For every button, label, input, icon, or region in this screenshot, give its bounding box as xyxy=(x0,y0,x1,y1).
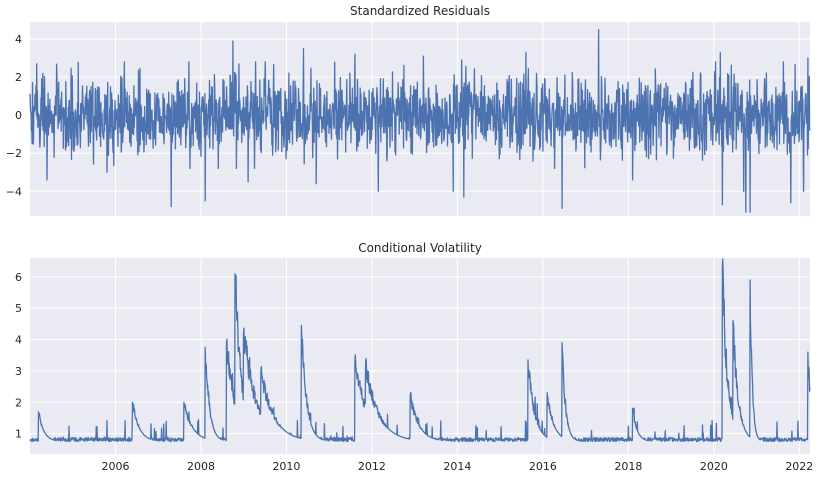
y-tick-label: 2 xyxy=(15,396,22,409)
y-tick-label: 0 xyxy=(15,109,22,122)
x-tick-label: 2006 xyxy=(101,460,129,473)
y-tick-label: 4 xyxy=(15,334,22,347)
x-tick-label: 2018 xyxy=(614,460,642,473)
x-tick-label: 2022 xyxy=(785,460,813,473)
y-tick-label: 4 xyxy=(15,33,22,46)
volatility-y-tick-labels: 1 2 3 4 5 6 xyxy=(15,271,22,441)
y-tick-label: −2 xyxy=(6,147,22,160)
residuals-y-tick-labels: −4 −2 0 2 4 xyxy=(6,33,22,198)
y-tick-label: 6 xyxy=(15,271,22,284)
x-tick-label: 2016 xyxy=(529,460,557,473)
x-tick-label: 2014 xyxy=(443,460,471,473)
volatility-series-line xyxy=(29,258,811,443)
y-tick-label: 1 xyxy=(15,428,22,441)
residuals-series-line xyxy=(29,28,811,213)
volatility-title: Conditional Volatility xyxy=(358,241,482,255)
volatility-gridlines xyxy=(30,258,810,454)
residuals-panel: −4 −2 0 2 4 Standardized Residuals xyxy=(6,4,811,216)
y-tick-label: 2 xyxy=(15,71,22,84)
y-tick-label: −4 xyxy=(6,185,22,198)
x-tick-label: 2010 xyxy=(272,460,300,473)
residuals-title: Standardized Residuals xyxy=(350,4,490,18)
residuals-gridlines xyxy=(30,22,810,216)
y-tick-label: 3 xyxy=(15,365,22,378)
y-tick-label: 5 xyxy=(15,302,22,315)
volatility-plot-area xyxy=(30,258,810,454)
x-tick-label: 2020 xyxy=(700,460,728,473)
x-tick-label: 2012 xyxy=(358,460,386,473)
x-tick-labels: 2006 2008 2010 2012 2014 2016 2018 2020 2022 xyxy=(101,460,813,473)
x-tick-label: 2008 xyxy=(187,460,215,473)
